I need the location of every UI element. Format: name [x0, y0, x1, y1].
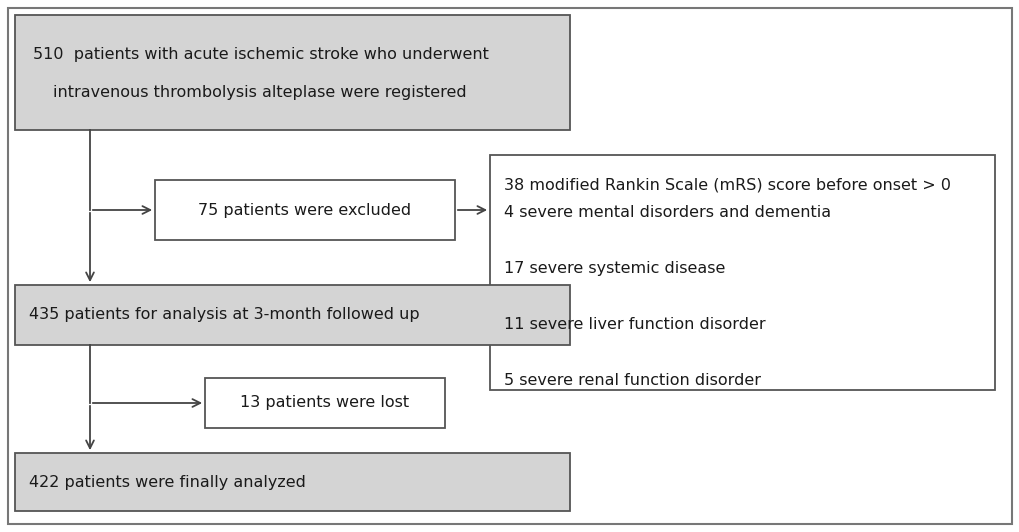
Text: 4 severe mental disorders and dementia: 4 severe mental disorders and dementia — [503, 205, 830, 220]
Text: 422 patients were finally analyzed: 422 patients were finally analyzed — [29, 475, 306, 489]
Bar — [15, 453, 570, 511]
Text: 435 patients for analysis at 3-month followed up: 435 patients for analysis at 3-month fol… — [29, 307, 419, 322]
Text: intravenous thrombolysis alteplase were registered: intravenous thrombolysis alteplase were … — [53, 85, 466, 100]
Bar — [15, 285, 570, 345]
Bar — [205, 378, 444, 428]
Bar — [15, 15, 570, 130]
Text: 5 severe renal function disorder: 5 severe renal function disorder — [503, 373, 760, 388]
Text: 38 modified Rankin Scale (mRS) score before onset > 0: 38 modified Rankin Scale (mRS) score bef… — [503, 177, 950, 192]
Bar — [155, 180, 454, 240]
Text: 510  patients with acute ischemic stroke who underwent: 510 patients with acute ischemic stroke … — [33, 47, 488, 62]
Text: 11 severe liver function disorder: 11 severe liver function disorder — [503, 317, 765, 332]
Text: 17 severe systemic disease: 17 severe systemic disease — [503, 261, 725, 276]
Text: 13 patients were lost: 13 patients were lost — [240, 395, 410, 411]
Bar — [489, 155, 994, 390]
Text: 75 patients were excluded: 75 patients were excluded — [199, 203, 411, 218]
